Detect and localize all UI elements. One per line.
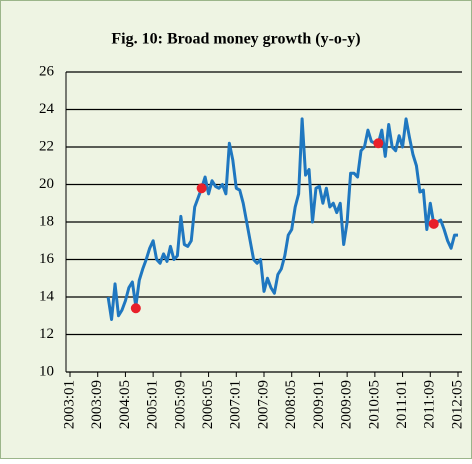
x-tick-label: 2010:05: [366, 380, 382, 429]
y-tick-label: 14: [39, 288, 55, 304]
y-tick-label: 10: [39, 363, 54, 379]
x-tick-label: 2011:09: [422, 380, 438, 429]
x-tick-label: 2006:05: [200, 380, 216, 429]
x-tick-label: 2008:05: [283, 380, 299, 429]
highlight-point: [196, 183, 207, 194]
x-tick-label: 2005:09: [172, 380, 188, 429]
highlight-point: [428, 218, 439, 229]
x-tick-label: 2004:05: [117, 380, 133, 429]
x-tick-label: 2009:01: [311, 380, 327, 429]
x-tick-label: 2009:09: [339, 380, 355, 429]
x-tick-label: 2011:01: [394, 380, 410, 429]
highlight-point: [130, 303, 141, 314]
chart-title: Fig. 10: Broad money growth (y-o-y): [111, 31, 360, 48]
y-tick-label: 16: [39, 251, 55, 267]
x-tick-label: 2007:01: [228, 380, 244, 429]
y-tick-label: 20: [39, 176, 54, 192]
y-tick-label: 24: [39, 101, 55, 117]
y-tick-label: 12: [39, 326, 54, 342]
x-tick-label: 2005:01: [145, 380, 161, 429]
y-tick-label: 18: [39, 213, 54, 229]
y-tick-label: 22: [39, 138, 54, 154]
x-tick-label: 2007:09: [255, 380, 271, 429]
x-tick-label: 2003:09: [89, 380, 105, 429]
y-tick-label: 26: [39, 63, 55, 79]
x-tick-label: 2003:01: [61, 380, 77, 429]
series-line: [106, 117, 458, 321]
x-tick-label: 2012:05: [449, 380, 465, 429]
highlight-point: [373, 138, 384, 149]
